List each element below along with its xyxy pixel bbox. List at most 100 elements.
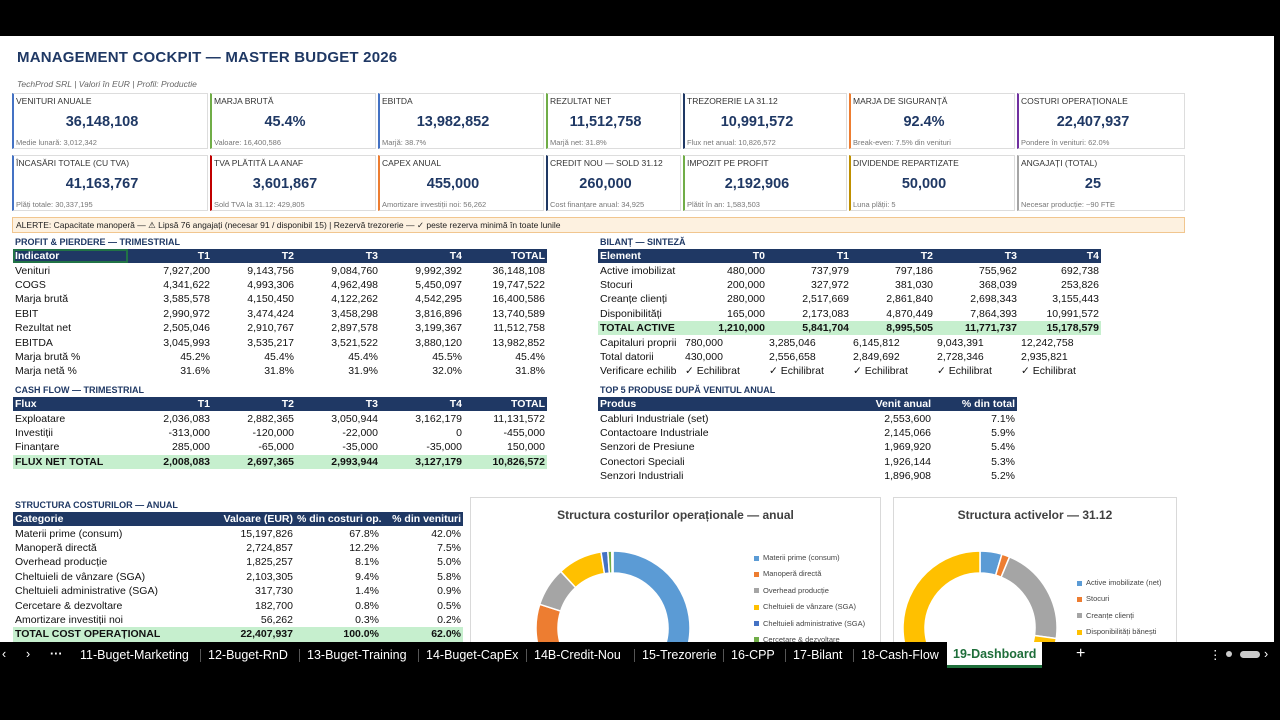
table-cell[interactable]: 45.5% bbox=[432, 350, 462, 363]
table-cell[interactable]: 31.8% bbox=[515, 365, 545, 378]
column-header[interactable]: TOTAL bbox=[464, 397, 547, 412]
table-cell[interactable]: 1,825,257 bbox=[246, 556, 293, 569]
table-cell[interactable]: 1,896,908 bbox=[884, 470, 931, 483]
table-cell[interactable]: 2,990,972 bbox=[163, 307, 210, 320]
table-cell[interactable]: Manoperă directă bbox=[15, 541, 97, 554]
table-cell[interactable]: 2,103,305 bbox=[246, 570, 293, 583]
table-cell[interactable]: Marja brută bbox=[15, 293, 69, 306]
table-cell[interactable]: Disponibilități bbox=[600, 307, 662, 320]
table-cell[interactable]: 7,927,200 bbox=[163, 264, 210, 277]
table-cell[interactable]: Contactoare Industriale bbox=[600, 426, 709, 439]
column-header[interactable]: T3 bbox=[296, 397, 380, 412]
table-cell[interactable]: EBIT bbox=[15, 307, 39, 320]
table-cell[interactable]: 2,897,578 bbox=[331, 322, 378, 335]
donut-slice[interactable] bbox=[611, 550, 614, 574]
cf-table[interactable]: Flux T1 T2 T3 T4 TOTAL Exploatare 2,036,083 2,88… bbox=[13, 397, 547, 469]
table-cell[interactable]: 2,553,600 bbox=[884, 412, 931, 425]
table-cell[interactable]: 0.2% bbox=[437, 613, 461, 626]
table-cell[interactable]: 10,826,572 bbox=[464, 454, 547, 469]
cost-structure-chart[interactable]: Structura costurilor operaționale — anua… bbox=[470, 497, 881, 642]
column-header[interactable]: T1 bbox=[128, 397, 212, 412]
donut-slice[interactable] bbox=[544, 550, 691, 642]
table-cell[interactable]: Amortizare investiții noi bbox=[15, 613, 123, 626]
table-cell[interactable]: 10,991,572 bbox=[1046, 307, 1099, 320]
table-cell[interactable]: 3,521,522 bbox=[331, 336, 378, 349]
table-cell[interactable]: ✓ Echilibrat bbox=[769, 365, 824, 378]
table-cell[interactable]: 9,143,756 bbox=[247, 264, 294, 277]
table-cell[interactable]: 11,131,572 bbox=[493, 412, 545, 425]
table-cell[interactable]: 1,926,144 bbox=[884, 455, 931, 468]
table-cell[interactable]: 165,000 bbox=[727, 307, 765, 320]
table-cell[interactable]: 56,262 bbox=[260, 613, 293, 626]
table-cell[interactable]: 1,210,000 bbox=[683, 320, 767, 336]
table-cell[interactable]: 31.9% bbox=[348, 365, 378, 378]
kpi-card[interactable]: CAPEX anual 455,000 Amortizare investiții … bbox=[378, 155, 544, 211]
table-cell[interactable]: 3,285,046 bbox=[769, 336, 816, 349]
kpi-card[interactable]: Costuri operaționale 22,407,937 Pondere în… bbox=[1017, 93, 1185, 149]
table-cell[interactable]: Senzori de Presiune bbox=[600, 441, 695, 454]
table-cell[interactable]: 45.4% bbox=[348, 350, 378, 363]
table-cell[interactable]: Cheltuieli de vânzare (SGA) bbox=[15, 570, 146, 583]
table-cell[interactable]: 12,242,758 bbox=[1021, 336, 1074, 349]
table-cell[interactable]: 5.4% bbox=[991, 441, 1015, 454]
table-cell[interactable]: 3,050,944 bbox=[331, 412, 378, 425]
column-header[interactable]: T4 bbox=[380, 397, 464, 412]
more-sheets-icon[interactable]: ··· bbox=[50, 647, 63, 661]
column-header[interactable]: T0 bbox=[683, 249, 767, 264]
table-cell[interactable]: Materii prime (consum) bbox=[15, 527, 123, 540]
sheet-tab[interactable]: 17-Bilant bbox=[793, 648, 843, 662]
scroll-left-icon[interactable]: ‹ bbox=[2, 647, 7, 661]
column-header[interactable]: Produs bbox=[598, 397, 848, 412]
column-header[interactable]: T1 bbox=[767, 249, 851, 264]
kpi-card[interactable]: Rezultat net 11,512,758 Marjă net: 31.8% bbox=[546, 93, 681, 149]
table-cell[interactable]: 2,910,767 bbox=[247, 322, 294, 335]
table-cell[interactable]: 2,698,343 bbox=[970, 293, 1017, 306]
table-cell[interactable]: 4,150,450 bbox=[247, 293, 294, 306]
table-cell[interactable]: 480,000 bbox=[727, 264, 765, 277]
table-cell[interactable]: 9,084,760 bbox=[331, 264, 378, 277]
column-header[interactable]: % din costuri op. bbox=[295, 512, 381, 527]
column-header[interactable]: T2 bbox=[851, 249, 935, 264]
column-header[interactable]: T2 bbox=[212, 397, 296, 412]
table-cell[interactable]: 3,162,179 bbox=[415, 412, 462, 425]
column-header[interactable]: Element bbox=[598, 249, 683, 264]
column-header[interactable]: Valoare (EUR) bbox=[211, 512, 295, 527]
table-cell[interactable]: 0.9% bbox=[437, 585, 461, 598]
table-cell[interactable]: 182,700 bbox=[255, 599, 293, 612]
column-header[interactable]: Venit anual bbox=[848, 397, 933, 412]
table-cell[interactable]: 15,197,826 bbox=[240, 527, 293, 540]
donut-slice[interactable] bbox=[902, 550, 1058, 642]
sheet-tab[interactable]: 14-Buget-CapEx bbox=[426, 648, 519, 662]
column-header[interactable]: TOTAL bbox=[464, 249, 547, 264]
column-header[interactable]: T2 bbox=[212, 249, 296, 264]
table-cell[interactable]: 2,173,083 bbox=[802, 307, 849, 320]
kpi-card[interactable]: Trezorerie la 31.12 10,991,572 Flux net an… bbox=[683, 93, 847, 149]
table-cell[interactable]: 100.0% bbox=[295, 627, 381, 642]
table-cell[interactable]: 2,556,658 bbox=[769, 350, 816, 363]
table-cell[interactable]: Creanțe clienți bbox=[600, 293, 668, 306]
table-cell[interactable]: 13,982,852 bbox=[492, 336, 545, 349]
table-cell[interactable]: 22,407,937 bbox=[211, 627, 295, 642]
kpi-card[interactable]: Marja de siguranță 92.4% Break-even: 7.5% … bbox=[849, 93, 1015, 149]
table-cell[interactable]: 317,730 bbox=[255, 585, 293, 598]
table-cell[interactable]: Marja netă % bbox=[15, 365, 77, 378]
table-cell[interactable]: 0.5% bbox=[437, 599, 461, 612]
sheet-tab[interactable]: 15-Trezorerie bbox=[642, 648, 717, 662]
table-cell[interactable]: 2,849,692 bbox=[853, 350, 900, 363]
assets-structure-chart[interactable]: Structura activelor — 31.12 Active imobi… bbox=[893, 497, 1177, 642]
table-cell[interactable]: 368,039 bbox=[979, 278, 1017, 291]
table-cell[interactable]: 285,000 bbox=[172, 441, 210, 454]
column-header[interactable]: % din total bbox=[933, 397, 1017, 412]
table-cell[interactable]: 280,000 bbox=[727, 293, 765, 306]
table-cell[interactable]: ✓ Echilibrat bbox=[685, 365, 740, 378]
column-header[interactable]: T1 bbox=[128, 249, 212, 264]
table-cell[interactable]: 9,043,391 bbox=[937, 336, 984, 349]
table-cell[interactable]: 2,861,840 bbox=[886, 293, 933, 306]
table-cell[interactable]: 45.4% bbox=[264, 350, 294, 363]
kpi-card[interactable]: TVA plătită la ANAF 3,601,867 Sold TVA la … bbox=[210, 155, 376, 211]
table-cell[interactable]: FLUX NET TOTAL bbox=[13, 454, 128, 469]
table-cell[interactable]: 3,816,896 bbox=[415, 307, 462, 320]
table-cell[interactable]: 780,000 bbox=[685, 336, 723, 349]
table-cell[interactable]: 16,400,586 bbox=[492, 293, 545, 306]
column-header[interactable]: T4 bbox=[380, 249, 464, 264]
